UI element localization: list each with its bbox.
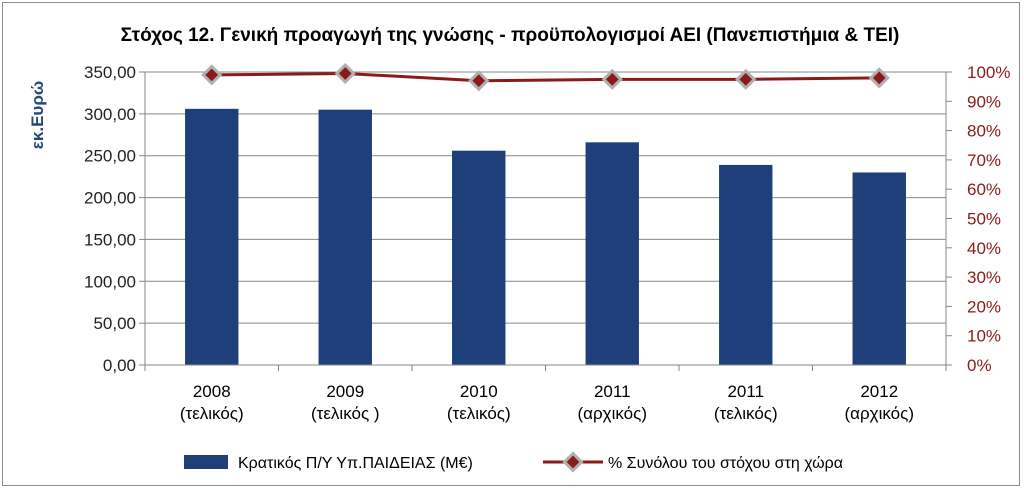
right-tick-label: 40%: [967, 239, 1001, 258]
bar: [452, 150, 506, 365]
right-axis-ticks: 0% 10% 20% 30% 40% 50% 60% 70% 80% 90% 100%: [946, 63, 1010, 375]
category-label: 2012 (αρχικός): [845, 382, 914, 423]
legend-marker-line: [562, 451, 584, 473]
left-tick-label: 300,00: [84, 105, 136, 124]
gridlines: [145, 71, 946, 366]
category-label: 2011 (τελικός): [714, 382, 778, 423]
series-line: [211, 71, 880, 83]
line-point: [334, 62, 356, 85]
left-tick-label: 0,00: [103, 356, 136, 375]
category-labels: 2008 (τελικός) 2009 (τελικός ) 2010 (τελικός)…: [180, 382, 914, 423]
chart-title: Στόχος 12. Γενική προαγωγή της γνώσης - …: [121, 25, 900, 46]
left-tick-label: 250,00: [84, 147, 136, 166]
right-tick-label: 50%: [967, 210, 1001, 229]
right-tick-label: 10%: [967, 327, 1001, 346]
left-tick-label: 350,00: [84, 63, 136, 82]
right-tick-label: 100%: [967, 63, 1010, 82]
line-point: [601, 68, 623, 90]
category-label: 2008 (τελικός): [180, 382, 244, 423]
bar: [318, 109, 372, 366]
right-tick-label: 70%: [967, 151, 1001, 170]
left-axis-ticks: 0,00 50,00 100,00 150,00 200,00 250,00 300,00 3…: [84, 63, 145, 375]
category-label: 2009 (τελικός ): [311, 382, 380, 423]
left-tick-label: 50,00: [93, 314, 136, 333]
right-tick-label: 80%: [967, 122, 1001, 141]
line-point: [468, 70, 490, 92]
category-label: 2010 (τελικός): [447, 382, 511, 423]
left-axis-label: εκ.Ευρώ: [28, 81, 47, 149]
line-series: [201, 62, 890, 92]
right-tick-label: 20%: [967, 297, 1001, 316]
legend-label-line: % Συνόλου του στόχου στη χώρα: [608, 455, 843, 472]
left-tick-label: 200,00: [84, 189, 136, 208]
line-point: [201, 64, 223, 86]
bar: [585, 142, 639, 365]
chart-canvas: Στόχος 12. Γενική προαγωγή της γνώσης - …: [28, 25, 1010, 473]
line-point: [868, 67, 890, 89]
axes: [144, 72, 947, 371]
legend-swatch-bar: [184, 455, 228, 469]
bar-series: [185, 108, 906, 366]
legend: Κρατικός Π/Υ Υπ.ΠΑΙΔΕΙΑΣ (Μ€) % Συνόλου …: [184, 451, 843, 473]
bar: [185, 108, 239, 365]
legend-label-bar: Κρατικός Π/Υ Υπ.ΠΑΙΔΕΙΑΣ (Μ€): [238, 455, 473, 472]
category-label: 2011 (αρχικός): [578, 382, 647, 423]
right-tick-label: 0%: [967, 356, 992, 375]
line-point: [735, 68, 757, 90]
right-tick-label: 60%: [967, 180, 1001, 199]
left-tick-label: 100,00: [84, 272, 136, 291]
left-tick-label: 150,00: [84, 230, 136, 249]
right-tick-label: 30%: [967, 268, 1001, 287]
bar: [719, 164, 773, 365]
right-tick-label: 90%: [967, 92, 1001, 111]
bar: [852, 172, 906, 365]
